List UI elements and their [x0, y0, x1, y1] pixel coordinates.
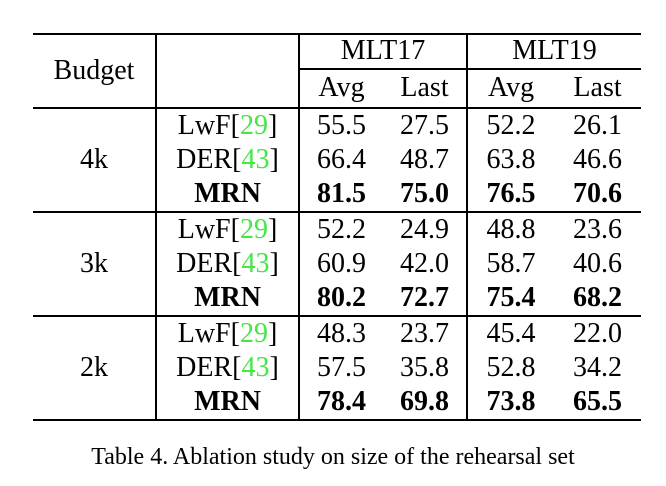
value-cell: 34.2	[573, 351, 623, 383]
value-cell: 48.7	[383, 143, 469, 177]
table-row: 2k LwF[29] 48.3 23.7 45.4 22.0	[33, 316, 641, 421]
value-cell: 24.9	[383, 212, 469, 247]
value-cell: 22.0	[573, 317, 623, 349]
method-label: LwF[	[177, 109, 240, 141]
method-label-suffix: ]	[269, 351, 279, 383]
method-label: DER[	[176, 351, 242, 383]
method-lwf: LwF[29]	[156, 212, 300, 247]
value-cell: 35.8	[383, 351, 469, 385]
value-cell: 46.6	[573, 143, 623, 175]
method-label: MRN	[194, 177, 261, 209]
value-cell: 75.0	[383, 177, 469, 213]
method-mrn: MRN	[156, 385, 300, 420]
method-label: LwF[	[177, 317, 240, 349]
value-cell: 27.5	[383, 108, 469, 143]
method-label-suffix: ]	[267, 109, 278, 141]
method-label-suffix: ]	[269, 247, 279, 279]
method-label-suffix: ]	[267, 317, 278, 349]
value-cell: 52.2	[486, 109, 536, 141]
value-cell: 72.7	[383, 281, 469, 317]
value-cell: 80.2	[299, 281, 383, 317]
value-cell: 48.3	[317, 317, 366, 349]
value-cell: 75.4	[467, 281, 555, 317]
budget-2k: 2k	[33, 316, 157, 421]
header-method-empty	[156, 34, 300, 109]
method-der: DER[43]	[156, 247, 300, 281]
value-cell: 55.5	[317, 109, 366, 141]
table-row: MRN 81.5 75.0 76.5 70.6	[33, 177, 642, 213]
method-label: MRN	[194, 385, 261, 417]
value-cell: 73.8	[486, 385, 536, 417]
ablation-table: Budget MLT17 MLT19 Avg Last Avg Last 4k …	[33, 33, 642, 421]
value-cell: 65.5	[573, 385, 623, 417]
value-cell: 78.4	[317, 385, 366, 417]
table-row: DER[43] 60.9 42.0 58.7 40.6	[33, 247, 641, 281]
method-label: DER[	[176, 143, 242, 175]
header-mlt19-last: Last	[554, 69, 642, 109]
method-label: DER[	[176, 247, 242, 279]
method-der: DER[43]	[156, 351, 300, 385]
value-cell: 76.5	[467, 177, 555, 213]
method-lwf: LwF[29]	[156, 108, 300, 143]
value-cell: 42.0	[383, 247, 469, 281]
value-cell: 66.4	[317, 143, 366, 175]
value-cell: 48.8	[486, 213, 536, 245]
method-mrn: MRN	[156, 281, 300, 317]
header-budget: Budget	[33, 34, 157, 109]
value-cell: 81.5	[299, 177, 383, 213]
method-label-suffix: ]	[269, 143, 279, 175]
method-der: DER[43]	[156, 143, 300, 177]
citation-link[interactable]: 43	[241, 143, 270, 175]
table-row: 4k LwF[29] 55.5 27.5 52.2 26.1	[33, 108, 641, 213]
value-cell: 63.8	[486, 143, 536, 175]
value-cell: 60.9	[317, 247, 366, 279]
value-cell: 58.7	[486, 247, 536, 279]
citation-link[interactable]: 29	[239, 109, 268, 141]
value-cell: 52.2	[317, 213, 366, 245]
table-row: 3k LwF[29] 52.2 24.9 48.8 23.6	[33, 212, 641, 317]
value-cell: 57.5	[317, 351, 366, 383]
value-cell: 23.7	[383, 316, 469, 351]
budget-4k: 4k	[33, 108, 157, 213]
header-row-datasets: Budget MLT17 MLT19	[33, 34, 642, 109]
header-mlt17: MLT17	[299, 34, 469, 70]
table-row: DER[43] 57.5 35.8 52.8 34.2	[33, 351, 641, 385]
value-cell: 69.8	[383, 385, 469, 420]
value-cell: 40.6	[573, 247, 623, 279]
citation-link[interactable]: 43	[241, 247, 270, 279]
header-mlt19-avg: Avg	[467, 69, 555, 109]
table-row: MRN 80.2 72.7 75.4 68.2	[33, 281, 642, 317]
citation-link[interactable]: 43	[241, 351, 270, 383]
header-mlt19: MLT19	[467, 34, 642, 70]
value-cell: 52.8	[486, 351, 536, 383]
table-caption: Table 4. Ablation study on size of the r…	[91, 444, 575, 470]
value-cell: 45.4	[486, 317, 536, 349]
header-row-metrics: Avg Last Avg Last	[33, 69, 642, 109]
value-cell: 70.6	[554, 177, 642, 213]
table-row: DER[43] 66.4 48.7 63.8 46.6	[33, 143, 641, 177]
method-mrn: MRN	[156, 177, 300, 213]
header-mlt17-avg: Avg	[299, 69, 383, 109]
header-mlt17-last: Last	[383, 69, 469, 109]
value-cell: 68.2	[554, 281, 642, 317]
method-label: LwF[	[177, 213, 240, 245]
value-cell: 23.6	[573, 213, 623, 245]
budget-3k: 3k	[33, 212, 157, 317]
method-label-suffix: ]	[267, 213, 278, 245]
citation-link[interactable]: 29	[239, 317, 268, 349]
method-lwf: LwF[29]	[156, 316, 300, 351]
citation-link[interactable]: 29	[239, 213, 268, 245]
value-cell: 26.1	[573, 109, 623, 141]
table-row: MRN 78.4 69.8 73.8 65.5	[33, 385, 641, 420]
method-label: MRN	[194, 281, 261, 313]
